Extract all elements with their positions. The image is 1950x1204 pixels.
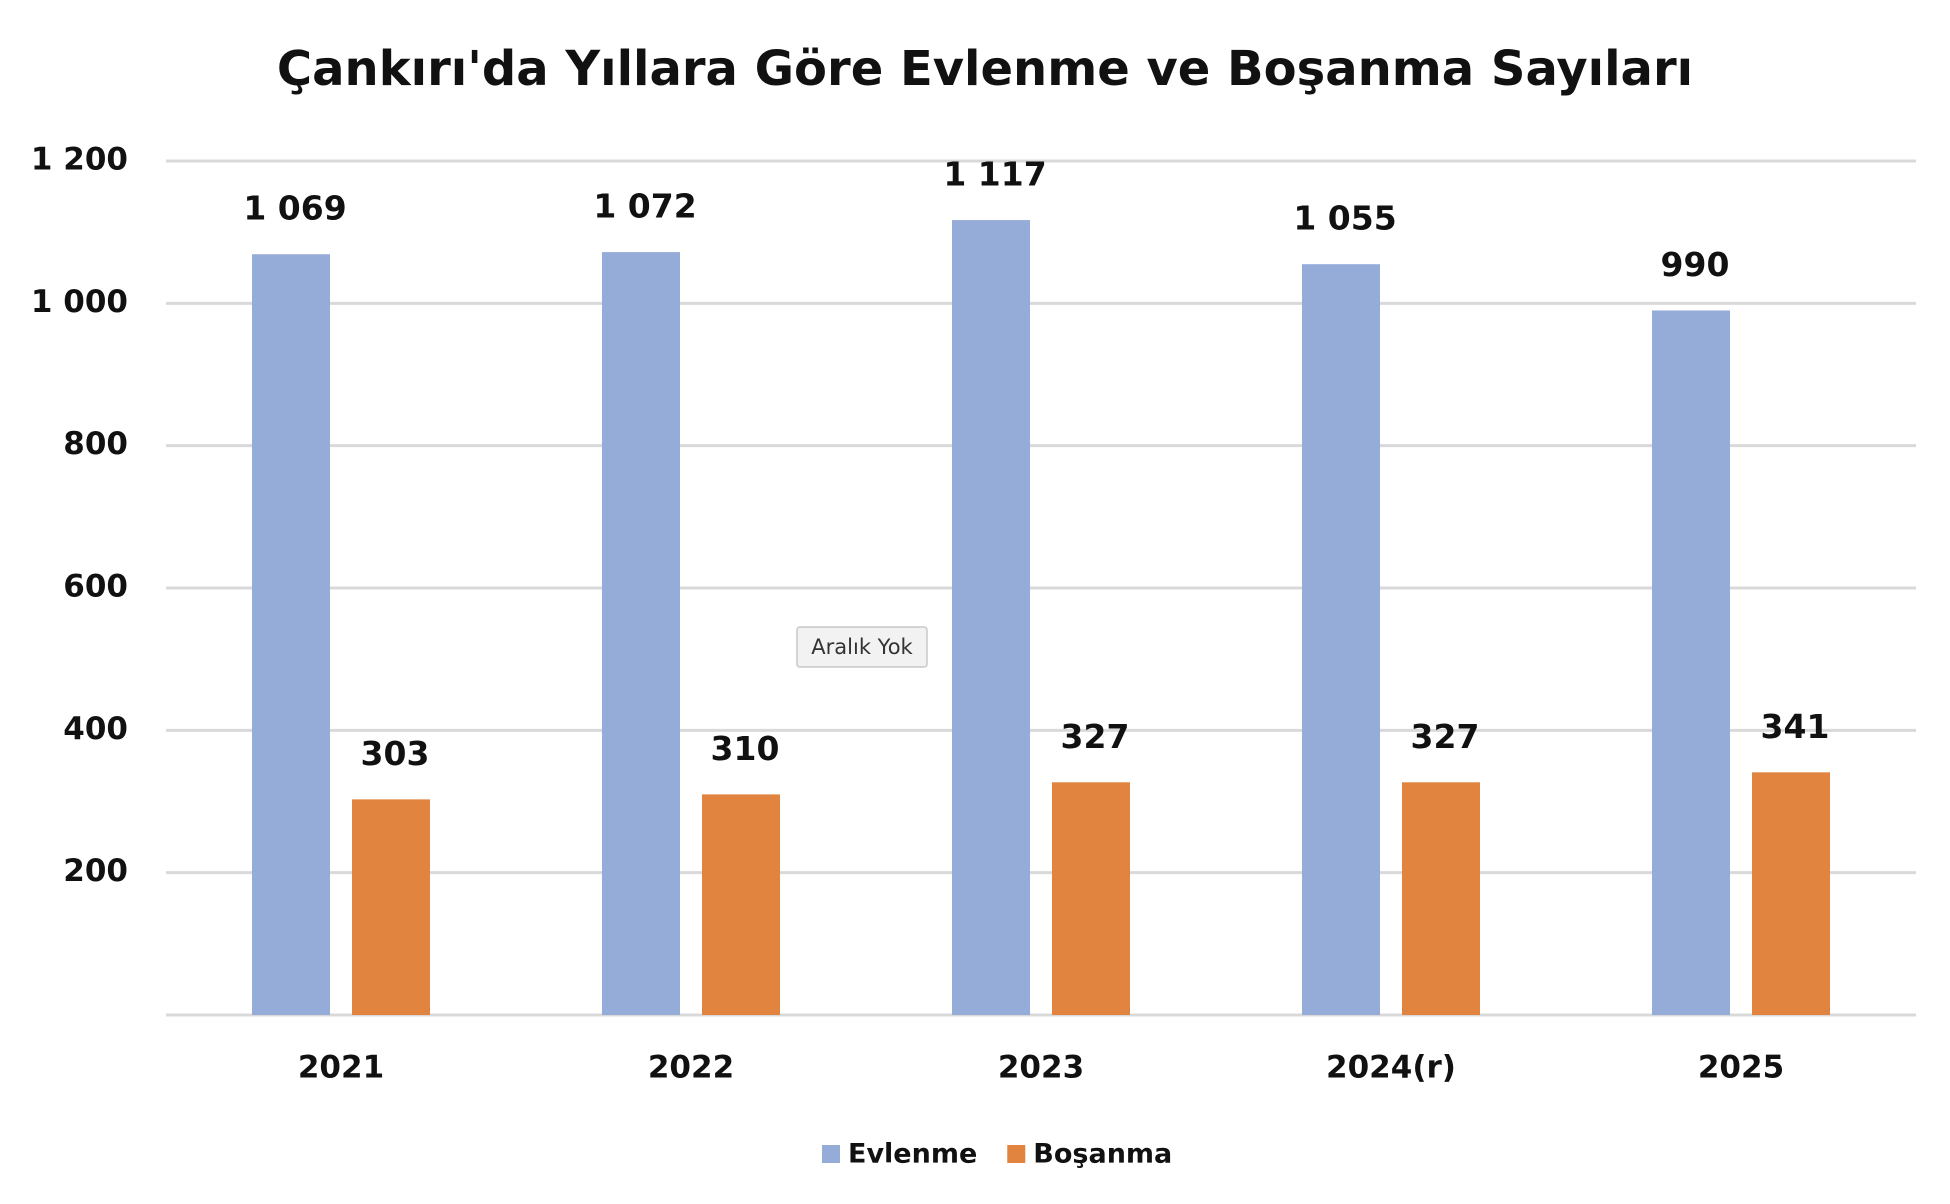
x-tick-label: 2022	[648, 1050, 734, 1086]
data-label: 990	[1661, 245, 1730, 284]
data-label: 1 117	[943, 155, 1046, 194]
legend-swatch	[1007, 1145, 1026, 1163]
data-label: 303	[361, 734, 430, 773]
legend-label: Boşanma	[1033, 1139, 1172, 1170]
bar	[1652, 310, 1730, 1015]
tooltip-box	[796, 626, 928, 668]
tooltip-text: Aralık Yok	[811, 635, 913, 659]
data-label: 1 069	[243, 189, 346, 228]
data-label: 327	[1061, 717, 1130, 756]
x-tick-label: 2025	[1698, 1050, 1784, 1086]
data-label: 1 055	[1293, 199, 1396, 238]
bar	[1302, 264, 1380, 1016]
bar	[952, 220, 1030, 1015]
bar	[352, 799, 430, 1015]
y-tick-label: 800	[63, 426, 128, 462]
data-label: 1 072	[593, 187, 696, 226]
legend-swatch	[822, 1145, 840, 1163]
bar	[702, 794, 780, 1015]
y-tick-label: 1 000	[31, 284, 128, 320]
x-tick-label: 2023	[998, 1050, 1084, 1086]
x-tick-label: 2024(r)	[1326, 1050, 1456, 1086]
legend-label: Evlenme	[848, 1139, 977, 1170]
y-tick-label: 600	[63, 569, 128, 605]
data-label: 341	[1761, 707, 1830, 746]
bar	[1052, 782, 1130, 1015]
bar	[252, 254, 330, 1015]
y-tick-label: 1 200	[31, 142, 128, 178]
x-tick-label: 2021	[298, 1050, 384, 1086]
bar	[1402, 782, 1480, 1015]
y-tick-label: 200	[63, 853, 128, 889]
data-label: 327	[1411, 717, 1480, 756]
y-tick-label: 400	[63, 711, 128, 747]
chart-title: Çankırı'da Yıllara Göre Evlenme ve Boşan…	[277, 41, 1693, 97]
tooltip: Aralık Yok	[796, 626, 928, 668]
bar	[1752, 772, 1830, 1015]
bar	[602, 252, 680, 1016]
data-label: 310	[711, 729, 780, 768]
